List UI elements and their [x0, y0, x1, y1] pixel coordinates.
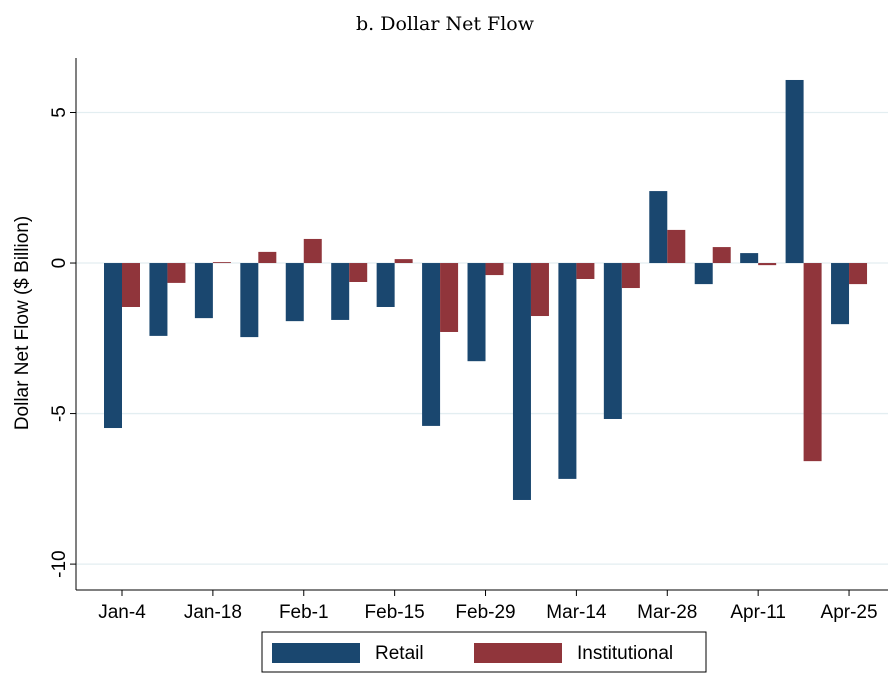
y-tick-label: 5 — [49, 107, 70, 118]
x-tick-label: Jan-18 — [184, 602, 242, 623]
bar — [212, 262, 231, 264]
x-tick-label: Mar-28 — [637, 602, 697, 623]
bar — [621, 263, 640, 289]
bar — [303, 238, 322, 264]
bar — [104, 263, 122, 429]
legend-label: Institutional — [577, 643, 673, 664]
bar — [712, 247, 731, 264]
bar — [240, 263, 259, 338]
x-tick-label: Apr-25 — [821, 602, 878, 623]
bar — [576, 263, 595, 279]
y-tick-label: -10 — [49, 550, 70, 577]
legend-swatch — [474, 643, 562, 663]
chart-title: b. Dollar Net Flow — [356, 13, 535, 35]
bar — [558, 263, 577, 479]
bar — [485, 263, 504, 276]
bar — [149, 263, 168, 336]
bar — [785, 79, 804, 264]
bar — [694, 263, 713, 285]
x-tick-label: Jan-4 — [98, 602, 146, 623]
bar — [649, 191, 668, 264]
bar — [831, 263, 850, 325]
bar — [667, 229, 686, 264]
x-tick-label: Apr-11 — [730, 602, 786, 623]
bar — [530, 263, 549, 317]
bar — [603, 263, 622, 419]
bar — [467, 263, 486, 362]
bar — [258, 251, 277, 264]
x-tick-label: Feb-1 — [279, 602, 329, 623]
bar — [512, 263, 531, 500]
bar — [285, 263, 304, 322]
bar — [758, 263, 777, 266]
bar — [194, 263, 213, 319]
legend-swatch — [272, 643, 360, 663]
x-tick-label: Mar-14 — [546, 602, 607, 623]
bar — [440, 263, 459, 332]
y-tick-label: -5 — [49, 405, 70, 422]
x-tick-label: Feb-15 — [365, 602, 425, 623]
bar — [167, 263, 186, 283]
bar — [376, 263, 395, 307]
bar — [331, 263, 350, 320]
bar — [349, 263, 368, 282]
y-tick-label: 0 — [49, 258, 70, 269]
bar — [849, 263, 868, 285]
x-tick-label: Feb-29 — [455, 602, 515, 623]
bar — [422, 263, 441, 426]
bar — [740, 253, 759, 264]
legend-label: Retail — [375, 643, 424, 664]
bar — [394, 259, 413, 264]
bar — [122, 263, 140, 307]
y-axis-label: Dollar Net Flow ($ Billion) — [12, 216, 33, 430]
bar — [803, 263, 822, 462]
